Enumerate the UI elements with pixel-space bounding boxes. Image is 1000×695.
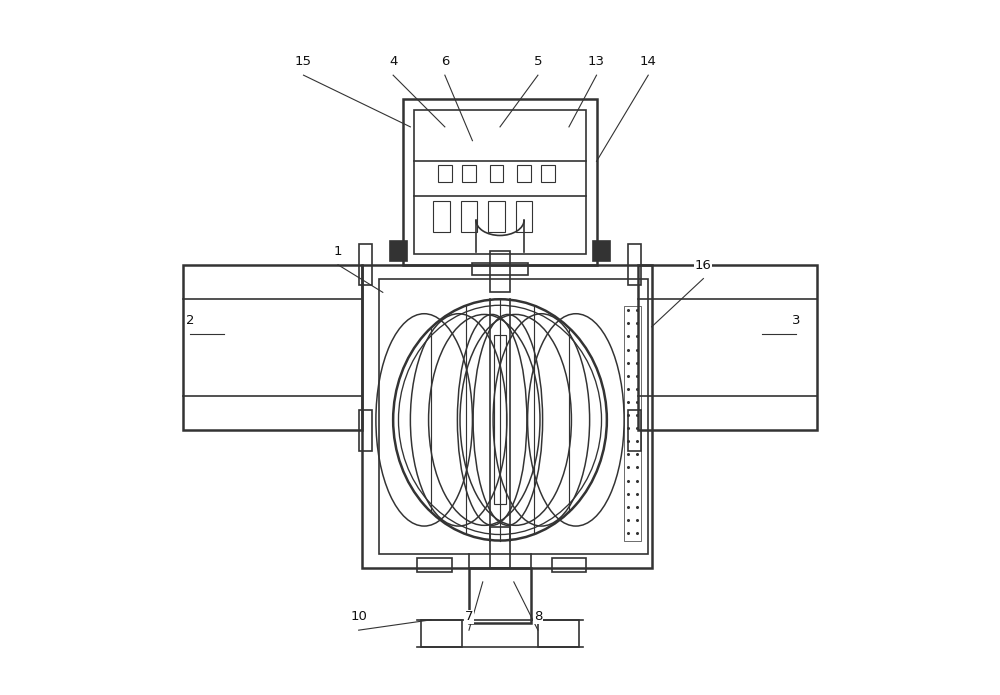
Bar <box>490 251 510 293</box>
Bar <box>379 279 648 555</box>
Bar <box>469 568 531 623</box>
Text: 1: 1 <box>334 245 342 258</box>
Bar <box>517 165 531 182</box>
Bar <box>433 201 450 231</box>
Text: 8: 8 <box>534 610 542 623</box>
Bar <box>593 240 610 261</box>
Bar <box>628 409 641 451</box>
Bar <box>490 165 503 182</box>
Bar <box>624 306 641 541</box>
Bar <box>414 110 586 254</box>
Text: 16: 16 <box>695 259 712 272</box>
Bar <box>403 99 597 265</box>
Bar <box>516 201 532 231</box>
Text: 4: 4 <box>389 56 397 68</box>
Bar <box>438 165 452 182</box>
Bar <box>461 201 477 231</box>
Bar <box>552 558 586 571</box>
Text: 2: 2 <box>186 314 194 327</box>
Bar <box>359 244 372 286</box>
Text: 14: 14 <box>640 56 657 68</box>
Bar <box>359 409 372 451</box>
Bar <box>417 558 452 571</box>
Bar <box>638 265 817 430</box>
Text: 6: 6 <box>441 56 449 68</box>
Bar <box>362 265 652 568</box>
Bar <box>628 244 641 286</box>
Bar <box>462 165 476 182</box>
Bar <box>488 201 505 231</box>
Text: 15: 15 <box>295 56 312 68</box>
Bar <box>472 263 528 275</box>
Text: 5: 5 <box>534 56 542 68</box>
Bar <box>494 336 506 505</box>
Bar <box>538 620 579 648</box>
Bar <box>541 165 555 182</box>
Bar <box>490 527 510 568</box>
Bar <box>183 265 362 430</box>
Text: 3: 3 <box>792 314 801 327</box>
Bar <box>421 620 462 648</box>
Bar <box>390 240 407 261</box>
Text: 7: 7 <box>465 610 473 623</box>
Text: 13: 13 <box>588 56 605 68</box>
Text: 10: 10 <box>350 610 367 623</box>
